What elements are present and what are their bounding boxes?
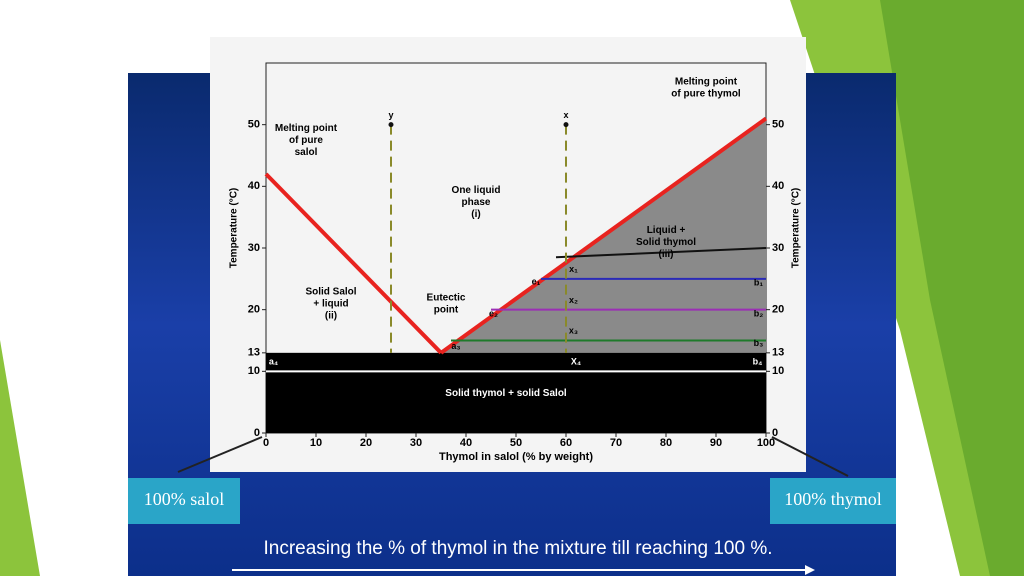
y-tick-label: 30 (248, 242, 260, 254)
point-label: e₁ (532, 276, 541, 286)
x-tick-label: 60 (560, 437, 572, 449)
x-tick-label: 0 (263, 437, 269, 449)
annotation-line: + liquid (313, 298, 348, 309)
point-label: a₄ (269, 356, 278, 366)
point-label: e₂ (489, 308, 498, 318)
annotation: Solid thymol + solid Salol (445, 388, 567, 399)
annotation-line: salol (295, 147, 318, 158)
arrow (771, 436, 849, 477)
point-label: b₁ (754, 278, 763, 288)
x-tick-label: 30 (410, 437, 422, 449)
annotation: Eutectic point (427, 292, 466, 315)
arrow (805, 565, 815, 575)
annotation: Melting point of pure thymol (671, 76, 741, 99)
y-tick-label: 30 (772, 242, 784, 254)
y-tick-label: 50 (772, 119, 784, 131)
annotation-line: One liquid (452, 184, 501, 195)
annotation-line: phase (462, 196, 491, 207)
annotation-line: Melting point (275, 123, 338, 134)
x-tick-label: 40 (460, 437, 472, 449)
annotation-line: (i) (471, 208, 480, 219)
annotation-line: (ii) (325, 310, 337, 321)
point-label: x₂ (569, 295, 578, 305)
series-line (264, 172, 443, 355)
y-tick-label: 13 (248, 347, 260, 359)
decoration (0, 340, 40, 576)
point-label: x (563, 110, 568, 120)
y-tick-label: 10 (248, 365, 260, 377)
x-tick-label: 20 (360, 437, 372, 449)
annotation: Melting point of pure salol (275, 123, 338, 158)
annotation-line: point (434, 304, 459, 315)
annotation-line: (iii) (659, 248, 674, 259)
x-axis-label: Thymol in salol (% by weight) (439, 451, 593, 463)
x-tick-label: 90 (710, 437, 722, 449)
annotation: Liquid + Solid thymol (iii) (636, 224, 696, 259)
label-box (128, 478, 240, 524)
y-tick-label: 20 (248, 304, 260, 316)
annotation-line: Solid thymol (636, 236, 696, 247)
solid-region (266, 352, 766, 433)
point-label: b₄ (753, 356, 763, 366)
y-tick-label: 40 (248, 180, 260, 192)
point-label: a₃ (451, 341, 460, 351)
x-tick-label: 70 (610, 437, 622, 449)
x-tick-label: 80 (660, 437, 672, 449)
label: 100% salol (144, 489, 225, 509)
y-axis-label: Temperature (°C) (229, 188, 240, 269)
x-tick-label: 10 (310, 437, 322, 449)
y-tick-label: 40 (772, 180, 784, 192)
annotation: Solid Salol + liquid (ii) (305, 286, 356, 321)
point-label: X₄ (571, 356, 581, 366)
label-box (770, 478, 896, 524)
point-label: b₃ (754, 338, 764, 348)
point (388, 122, 394, 128)
point (563, 122, 569, 128)
y-tick-label: 20 (772, 304, 784, 316)
label: 100% thymol (784, 489, 882, 509)
annotation-line: Liquid + (647, 224, 686, 235)
point-label: b₂ (754, 308, 764, 318)
annotation-line: Solid thymol + solid Salol (445, 388, 567, 399)
x-tick-label: 50 (510, 437, 522, 449)
y-axis-label: Temperature (°C) (791, 188, 802, 269)
y-tick-label: 13 (772, 347, 784, 359)
annotation-line: of pure (289, 135, 323, 146)
annotation: One liquid phase (i) (452, 184, 501, 219)
annotation-line: Melting point (675, 76, 738, 87)
point-label: x₁ (569, 264, 578, 274)
series-line (555, 247, 767, 259)
caption: Increasing the % of thymol in the mixtur… (263, 538, 772, 559)
annotation-line: Solid Salol (305, 286, 356, 297)
arrow (177, 436, 263, 473)
y-tick-label: 10 (772, 365, 784, 377)
annotation-line: Eutectic (427, 292, 466, 303)
series-line (439, 116, 768, 355)
decoration (880, 0, 1024, 576)
point-label: x₃ (569, 326, 578, 336)
annotation-line: of pure thymol (671, 88, 741, 99)
y-tick-label: 0 (254, 427, 260, 439)
point-label: y (388, 110, 393, 120)
y-tick-label: 0 (772, 427, 778, 439)
x-tick-label: 100 (757, 437, 775, 449)
y-tick-label: 50 (248, 119, 260, 131)
